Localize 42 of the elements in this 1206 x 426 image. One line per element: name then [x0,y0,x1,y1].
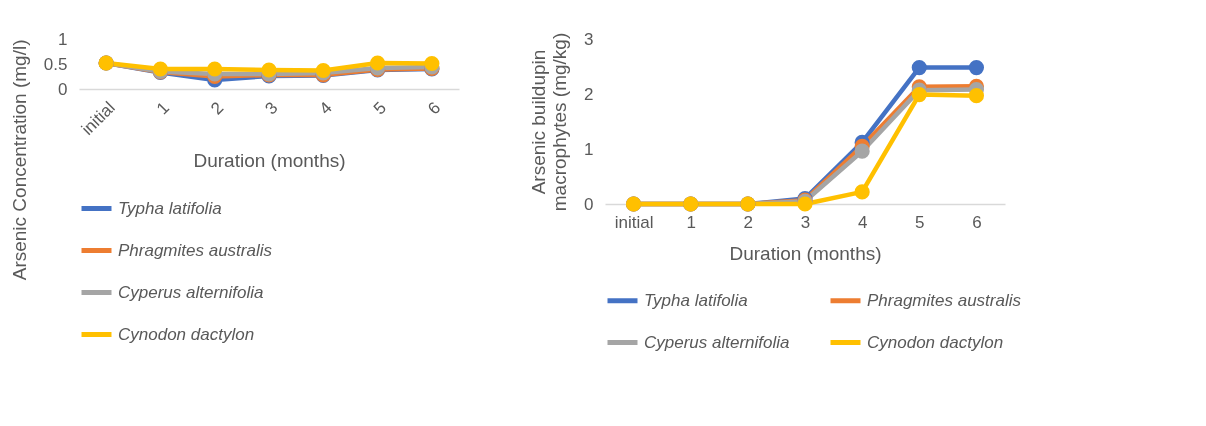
point [911,60,927,76]
legend-label: Phragmites australis [118,240,273,260]
x-tick-label: 1 [152,98,173,119]
y-axis-title: Arsenic Concentration (mg/l) [8,39,30,281]
point [854,143,870,159]
point [968,60,985,76]
legend-label: Cynodon dactylon [118,324,255,344]
x-tick-label: 1 [686,212,696,232]
point [261,62,277,78]
x-tick-label: 6 [972,212,982,232]
x-tick-label: initial [614,212,654,232]
x-tick-label: 2 [207,98,228,119]
x-tick-label: 6 [424,98,445,119]
y-tick-label: 1 [58,29,68,49]
y-tick-label: 2 [584,84,594,104]
legend-label: Cyperus alternifolia [644,332,790,352]
y-tick-label: 0 [584,194,594,214]
legend-label: Typha latifolia [118,198,222,218]
x-axis-title: Duration (months) [193,150,346,172]
x-tick-label: 3 [800,212,811,232]
x-tick-label: 4 [315,98,336,119]
point [207,61,223,77]
y-tick-label: 0.5 [43,54,68,74]
x-tick-label: 2 [743,212,754,232]
point [854,184,870,200]
point [424,55,440,72]
legend-label: Cynodon dactylon [867,332,1004,352]
x-tick-label: 5 [369,98,391,119]
x-tick-label: 4 [857,212,868,232]
legend-label: Cyperus alternifolia [118,282,264,302]
point [369,55,386,71]
y-tick-label: 1 [584,139,594,159]
legend-label: Phragmites australis [867,290,1022,310]
x-tick-label: 3 [261,98,282,119]
y-tick-label: 0 [58,79,68,99]
point [911,86,927,103]
y-tick-label: 3 [584,29,594,49]
x-tick-label: 5 [915,212,925,232]
point [968,88,985,104]
y-axis-title: Arsenic buildupin macrophytes (mg/kg) [528,32,571,212]
legend-label: Typha latifolia [644,290,748,310]
x-axis-title: Duration (months) [729,242,882,264]
